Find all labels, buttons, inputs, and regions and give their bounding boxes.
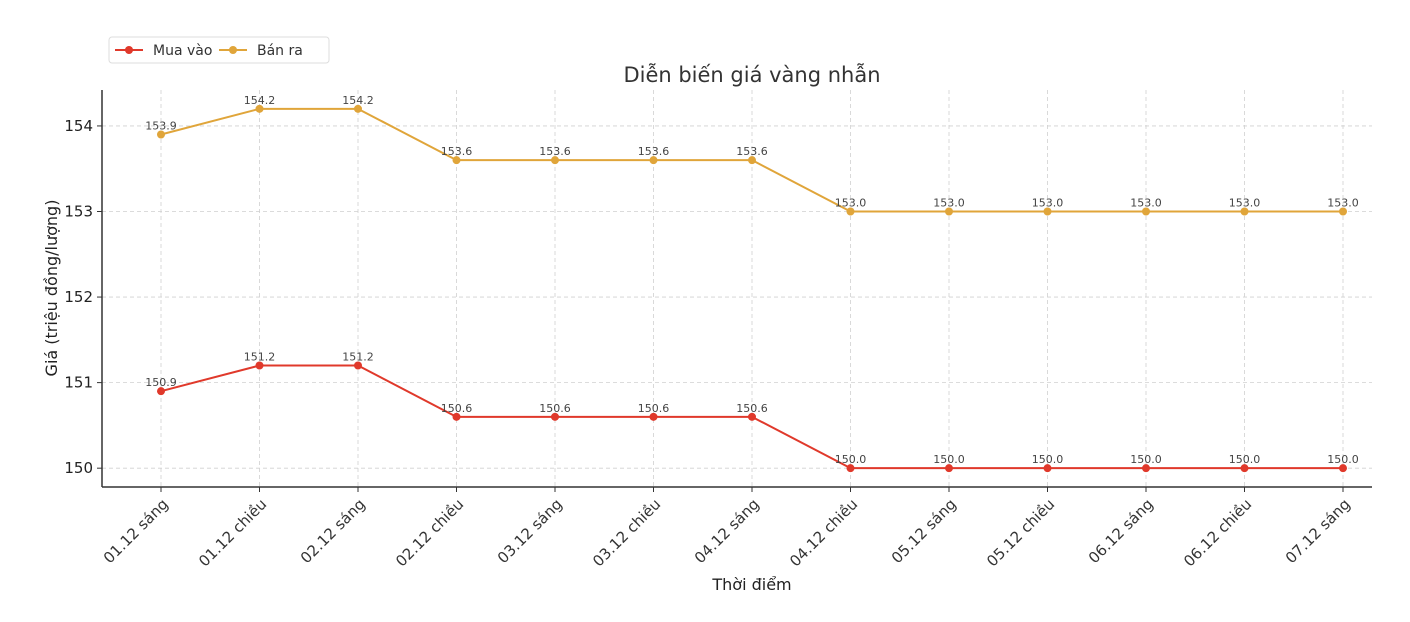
legend-label: Bán ra [257, 43, 303, 59]
x-tick-label: 05.12 chiều [983, 495, 1058, 570]
legend-marker [229, 46, 237, 54]
data-point [649, 156, 658, 165]
data-point [255, 361, 264, 370]
y-tick-label: 153 [64, 202, 93, 220]
data-point [846, 464, 855, 473]
x-tick-label: 06.12 sáng [1085, 495, 1157, 567]
x-tick-label: 03.12 chiều [589, 495, 664, 570]
data-label: 154.2 [244, 94, 276, 107]
y-tick-label: 154 [64, 117, 93, 135]
data-label: 150.0 [1032, 453, 1064, 466]
data-label: 153.6 [441, 145, 473, 158]
data-label: 150.9 [145, 376, 177, 389]
data-label: 153.6 [539, 145, 571, 158]
data-point [846, 207, 855, 216]
data-label: 150.0 [1130, 453, 1162, 466]
data-point [649, 412, 658, 421]
data-label: 153.6 [638, 145, 670, 158]
data-point [157, 130, 165, 139]
y-tick-label: 151 [64, 374, 93, 392]
data-label: 153.0 [1032, 196, 1064, 209]
data-label: 154.2 [342, 94, 374, 107]
y-tick-label: 150 [64, 459, 93, 477]
data-label: 150.0 [1229, 453, 1261, 466]
x-tick-label: 03.12 sáng [494, 495, 566, 567]
x-tick-label: 01.12 chiều [195, 495, 270, 570]
data-point [452, 156, 461, 165]
data-label: 153.9 [145, 119, 177, 132]
data-label: 153.6 [736, 145, 768, 158]
series-group: 150.9 151.2 151.2 150.6 150.6 150.6 150.6 150.0… [145, 94, 1359, 473]
data-point [452, 412, 461, 421]
series-mua-vao: 150.9 151.2 151.2 150.6 150.6 150.6 150.6 150.0… [145, 351, 1359, 473]
y-axis-label: Giá (triệu đồng/lượng) [42, 200, 61, 377]
x-tick-label: 02.12 sáng [297, 495, 369, 567]
x-tick-label: 04.12 chiều [786, 495, 861, 570]
data-label: 150.6 [441, 402, 473, 415]
data-point [354, 361, 362, 370]
axes: 150 151 152 153 154 01.12 sáng 01.12 chiều 02.1… [64, 90, 1372, 570]
data-point [354, 104, 362, 113]
data-label: 150.6 [539, 402, 571, 415]
data-label: 153.0 [835, 196, 867, 209]
x-axis-label: Thời điểm [711, 575, 791, 594]
data-point [1339, 464, 1347, 473]
data-point [1339, 207, 1347, 216]
data-point [1043, 207, 1052, 216]
x-tick-label: 07.12 sáng [1282, 495, 1354, 567]
legend: Mua vào Bán ra [108, 36, 330, 64]
data-label: 153.0 [1229, 196, 1261, 209]
data-label: 153.0 [1130, 196, 1162, 209]
chart-title: Diễn biến giá vàng nhẫn [623, 62, 880, 87]
data-point [255, 104, 264, 113]
x-tick-label: 04.12 sáng [691, 495, 763, 567]
data-label: 150.6 [736, 402, 768, 415]
data-point [945, 464, 953, 473]
data-label: 153.0 [933, 196, 965, 209]
series-ban-ra: 153.9 154.2 154.2 153.6 153.6 153.6 153.6 153.0… [145, 94, 1359, 216]
data-label: 150.6 [638, 402, 670, 415]
data-label: 150.0 [933, 453, 965, 466]
data-label: 151.2 [244, 351, 276, 364]
data-point [1240, 464, 1249, 473]
data-point [157, 387, 165, 396]
data-point [551, 156, 559, 165]
data-label: 151.2 [342, 351, 374, 364]
x-tick-label: 06.12 chiều [1180, 495, 1255, 570]
x-tick-label: 05.12 sáng [888, 495, 960, 567]
legend-label: Mua vào [153, 43, 212, 59]
data-label: 153.0 [1327, 196, 1359, 209]
data-label: 150.0 [1327, 453, 1359, 466]
data-point [1240, 207, 1249, 216]
legend-marker [125, 46, 133, 54]
data-point [551, 412, 559, 421]
x-tick-label: 02.12 chiều [392, 495, 467, 570]
y-tick-label: 152 [64, 288, 93, 306]
data-point [748, 156, 756, 165]
x-tick-label: 01.12 sáng [100, 495, 172, 567]
data-point [1142, 207, 1150, 216]
data-point [1043, 464, 1052, 473]
data-point [1142, 464, 1150, 473]
data-label: 150.0 [835, 453, 867, 466]
data-point [748, 412, 756, 421]
data-point [945, 207, 953, 216]
